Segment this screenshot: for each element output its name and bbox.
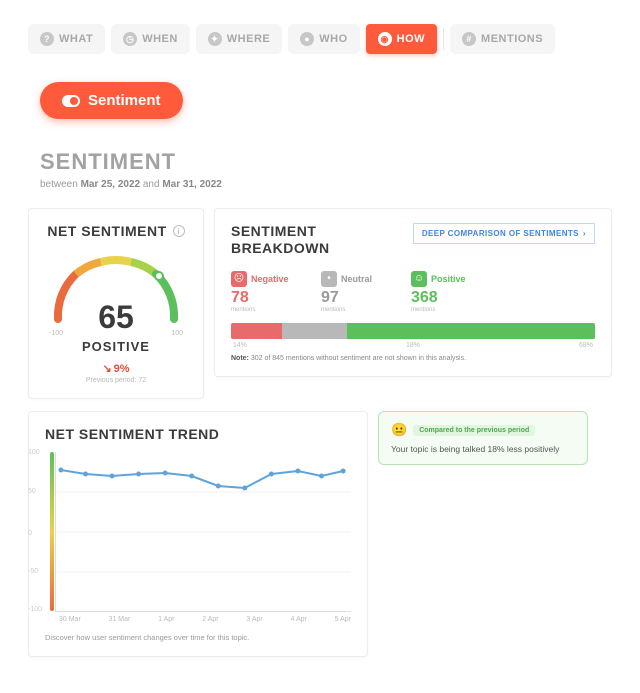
metric-value: 368 xyxy=(411,289,481,307)
person-icon: ● xyxy=(300,32,314,46)
tab-mentions[interactable]: # MENTIONS xyxy=(450,24,555,54)
emoji-icon: 😐 xyxy=(391,422,407,438)
tab-label: WHEN xyxy=(142,33,178,45)
tab-label: WHAT xyxy=(59,33,93,45)
hash-icon: # xyxy=(462,32,476,46)
ytick: -50 xyxy=(28,568,38,575)
trend-chart: 100 50 0 -50 -100 xyxy=(55,452,351,612)
question-icon: ? xyxy=(40,32,54,46)
metric-label: Neutral xyxy=(341,274,372,284)
trend-caption: Discover how user sentiment changes over… xyxy=(45,633,351,642)
bar-negative xyxy=(231,323,282,339)
metric-sub: mentions xyxy=(321,307,391,313)
tab-how[interactable]: ◉ HOW xyxy=(366,24,437,54)
ytick: 100 xyxy=(28,449,40,456)
metric-positive: ☺ Positive 368 mentions xyxy=(411,271,481,313)
ytick: 0 xyxy=(28,530,32,537)
sentiment-pill[interactable]: Sentiment xyxy=(40,82,183,119)
deep-comparison-link[interactable]: DEEP COMPARISON OF SENTIMENTS › xyxy=(413,223,595,244)
ytick: 50 xyxy=(28,488,36,495)
tab-label: HOW xyxy=(397,33,425,45)
info-icon[interactable]: i xyxy=(173,225,185,237)
metric-sub: mentions xyxy=(231,307,301,313)
bar-neutral xyxy=(282,323,348,339)
metric-sub: mentions xyxy=(411,307,481,313)
metric-value: 78 xyxy=(231,289,301,307)
date-range: between Mar 25, 2022 and Mar 31, 2022 xyxy=(40,179,612,190)
tip-text: Your topic is being talked 18% less posi… xyxy=(391,444,575,454)
pill-label: Sentiment xyxy=(88,92,161,109)
gauge xyxy=(46,249,186,327)
ytick: -100 xyxy=(28,606,42,613)
compass-icon: ✦ xyxy=(208,32,222,46)
breakdown-note: Note: 302 of 845 mentions without sentim… xyxy=(231,355,595,362)
tab-label: WHERE xyxy=(227,33,270,45)
pill-icon xyxy=(62,95,80,107)
card-title: SENTIMENT BREAKDOWN xyxy=(231,223,361,257)
bar-labels: 14% 18% 68% xyxy=(231,342,595,349)
breakdown-metrics: ☹ Negative 78 mentions • Neutral 97 ment… xyxy=(231,271,595,313)
metric-value: 97 xyxy=(321,289,391,307)
face-sad-icon: ☹ xyxy=(231,271,247,287)
tab-label: WHO xyxy=(319,33,347,45)
metric-neutral: • Neutral 97 mentions xyxy=(321,271,391,313)
net-label: POSITIVE xyxy=(45,339,187,354)
metric-negative: ☹ Negative 78 mentions xyxy=(231,271,301,313)
net-previous: Previous period: 72 xyxy=(45,377,187,384)
page-title: SENTIMENT xyxy=(40,149,612,175)
arrow-down-icon: ↘ xyxy=(102,362,111,375)
clock-icon: ◷ xyxy=(123,32,137,46)
breakdown-bar xyxy=(231,323,595,339)
x-labels: 30 Mar31 Mar 1 Apr2 Apr 3 Apr4 Apr 5 Apr xyxy=(55,616,351,623)
metric-label: Positive xyxy=(431,274,466,284)
breakdown-card: SENTIMENT BREAKDOWN DEEP COMPARISON OF S… xyxy=(214,208,612,377)
tab-when[interactable]: ◷ WHEN xyxy=(111,24,190,54)
net-sentiment-card: NET SENTIMENT i 65 -100100 POSITIVE ↘ xyxy=(28,208,204,399)
bar-positive xyxy=(347,323,595,339)
nav-tabs: ? WHAT ◷ WHEN ✦ WHERE ● WHO ◉ HOW # MENT… xyxy=(28,24,612,54)
chevron-right-icon: › xyxy=(583,229,586,238)
tab-what[interactable]: ? WHAT xyxy=(28,24,105,54)
card-title: NET SENTIMENT xyxy=(47,223,166,239)
page-heading: SENTIMENT between Mar 25, 2022 and Mar 3… xyxy=(40,149,612,190)
gradient-axis xyxy=(50,452,54,611)
trend-card: NET SENTIMENT TREND 100 50 0 -50 -100 xyxy=(28,411,368,657)
tip-badge: Compared to the previous period xyxy=(413,425,535,436)
net-delta: ↘ 9% xyxy=(45,362,187,375)
card-title: NET SENTIMENT TREND xyxy=(45,426,351,442)
metric-label: Negative xyxy=(251,274,289,284)
target-icon: ◉ xyxy=(378,32,392,46)
face-neutral-icon: • xyxy=(321,271,337,287)
tab-where[interactable]: ✦ WHERE xyxy=(196,24,282,54)
insight-tip: 😐 Compared to the previous period Your t… xyxy=(378,411,588,465)
tab-label: MENTIONS xyxy=(481,33,543,45)
tab-divider xyxy=(443,28,444,50)
tab-who[interactable]: ● WHO xyxy=(288,24,359,54)
face-happy-icon: ☺ xyxy=(411,271,427,287)
